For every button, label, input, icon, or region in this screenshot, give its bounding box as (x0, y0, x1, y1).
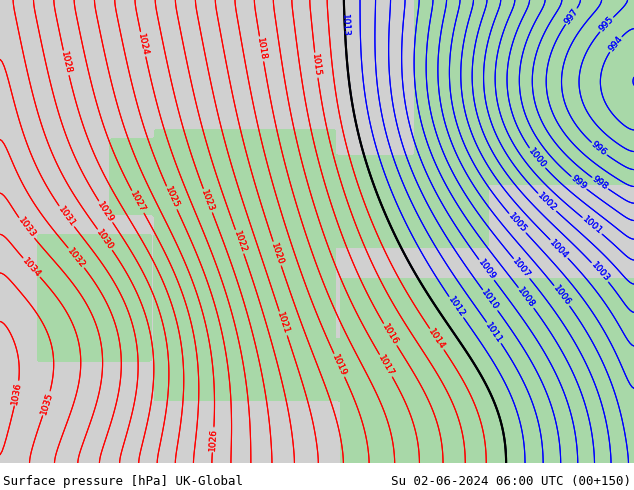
Text: 1001: 1001 (581, 215, 604, 237)
Text: 1011: 1011 (484, 321, 504, 345)
Text: 1003: 1003 (589, 261, 611, 284)
Text: 1021: 1021 (275, 311, 291, 336)
Text: 1034: 1034 (20, 256, 42, 279)
Text: 1022: 1022 (231, 229, 248, 254)
Text: 1033: 1033 (16, 216, 37, 240)
Text: 996: 996 (590, 140, 609, 158)
Text: 1007: 1007 (511, 257, 533, 280)
Text: 996: 996 (590, 140, 609, 158)
Text: 1000: 1000 (526, 147, 548, 170)
Text: 1026: 1026 (208, 428, 218, 451)
Text: 1032: 1032 (66, 246, 87, 270)
Text: 1018: 1018 (256, 37, 268, 61)
Text: 1004: 1004 (548, 238, 570, 260)
Text: 1000: 1000 (526, 147, 548, 170)
Text: 1033: 1033 (16, 216, 37, 240)
Text: 1008: 1008 (515, 286, 536, 310)
Text: 1029: 1029 (96, 200, 115, 224)
Text: 1036: 1036 (11, 381, 23, 405)
Text: 995: 995 (597, 15, 616, 34)
Text: 1023: 1023 (200, 188, 216, 213)
Text: 1010: 1010 (480, 288, 501, 312)
Text: 1025: 1025 (163, 186, 181, 210)
Text: 1004: 1004 (548, 238, 570, 260)
Text: 1028: 1028 (59, 50, 73, 75)
Text: 1016: 1016 (380, 322, 400, 347)
Text: 998: 998 (590, 174, 610, 192)
Text: 1025: 1025 (163, 186, 181, 210)
Text: 1026: 1026 (208, 428, 218, 451)
Text: 1017: 1017 (376, 353, 396, 378)
Text: 1036: 1036 (11, 381, 23, 405)
Text: 1005: 1005 (507, 212, 528, 235)
Text: 1030: 1030 (94, 228, 115, 252)
Text: 1002: 1002 (536, 191, 559, 214)
Text: 1012: 1012 (446, 295, 467, 319)
Text: 1011: 1011 (484, 321, 504, 345)
Text: 1008: 1008 (515, 286, 536, 310)
Text: 1002: 1002 (536, 191, 559, 214)
Text: Su 02-06-2024 06:00 UTC (00+150): Su 02-06-2024 06:00 UTC (00+150) (391, 474, 631, 488)
Text: 1021: 1021 (275, 311, 291, 336)
Text: 1019: 1019 (330, 353, 348, 378)
Text: 999: 999 (569, 174, 588, 192)
Text: 1015: 1015 (311, 53, 322, 77)
Text: 1027: 1027 (129, 190, 147, 214)
Text: 1014: 1014 (427, 327, 447, 351)
Text: Su 02-06-2024 06:00 UTC (00+150): Su 02-06-2024 06:00 UTC (00+150) (394, 477, 634, 490)
Text: 997: 997 (562, 7, 580, 26)
Text: 1031: 1031 (56, 204, 77, 228)
Text: 1031: 1031 (56, 204, 77, 228)
Polygon shape (0, 0, 634, 463)
Text: 1030: 1030 (94, 228, 115, 252)
Text: 1029: 1029 (96, 200, 115, 224)
Text: 997: 997 (562, 7, 580, 26)
Text: 1027: 1027 (129, 190, 147, 214)
Text: 994: 994 (607, 35, 624, 54)
Text: 1013: 1013 (340, 14, 350, 37)
Text: 1006: 1006 (552, 284, 573, 308)
Text: 999: 999 (569, 174, 588, 192)
Text: 1023: 1023 (200, 188, 216, 213)
Text: 1009: 1009 (476, 258, 497, 282)
Text: 1024: 1024 (136, 32, 150, 56)
Text: 1032: 1032 (66, 246, 87, 270)
Text: 1034: 1034 (20, 256, 42, 279)
Text: 1009: 1009 (476, 258, 497, 282)
Text: 1003: 1003 (589, 261, 611, 284)
Text: 1028: 1028 (59, 50, 73, 75)
Text: 1016: 1016 (380, 322, 400, 347)
Text: 1018: 1018 (256, 37, 268, 61)
Text: 1014: 1014 (427, 327, 447, 351)
Text: 1007: 1007 (511, 257, 533, 280)
Text: 1019: 1019 (330, 353, 348, 378)
Text: 1013: 1013 (340, 14, 350, 37)
Text: 1035: 1035 (39, 391, 55, 416)
Text: Surface pressure [hPa] UK-Global: Surface pressure [hPa] UK-Global (0, 477, 240, 490)
Text: Surface pressure [hPa] UK-Global: Surface pressure [hPa] UK-Global (3, 474, 243, 488)
Text: 1022: 1022 (231, 229, 248, 254)
Text: 1020: 1020 (269, 242, 285, 266)
Text: 1015: 1015 (311, 53, 322, 77)
Text: 998: 998 (590, 174, 610, 192)
Text: 995: 995 (597, 15, 616, 34)
Text: 994: 994 (607, 35, 624, 54)
Text: 1005: 1005 (507, 212, 528, 235)
Text: 1001: 1001 (581, 215, 604, 237)
Text: 1017: 1017 (376, 353, 396, 378)
Text: 1024: 1024 (136, 32, 150, 56)
Text: 1035: 1035 (39, 391, 55, 416)
Text: 1012: 1012 (446, 295, 467, 319)
Text: 1010: 1010 (480, 288, 501, 312)
Text: 1006: 1006 (552, 284, 573, 308)
Text: 1020: 1020 (269, 242, 285, 266)
